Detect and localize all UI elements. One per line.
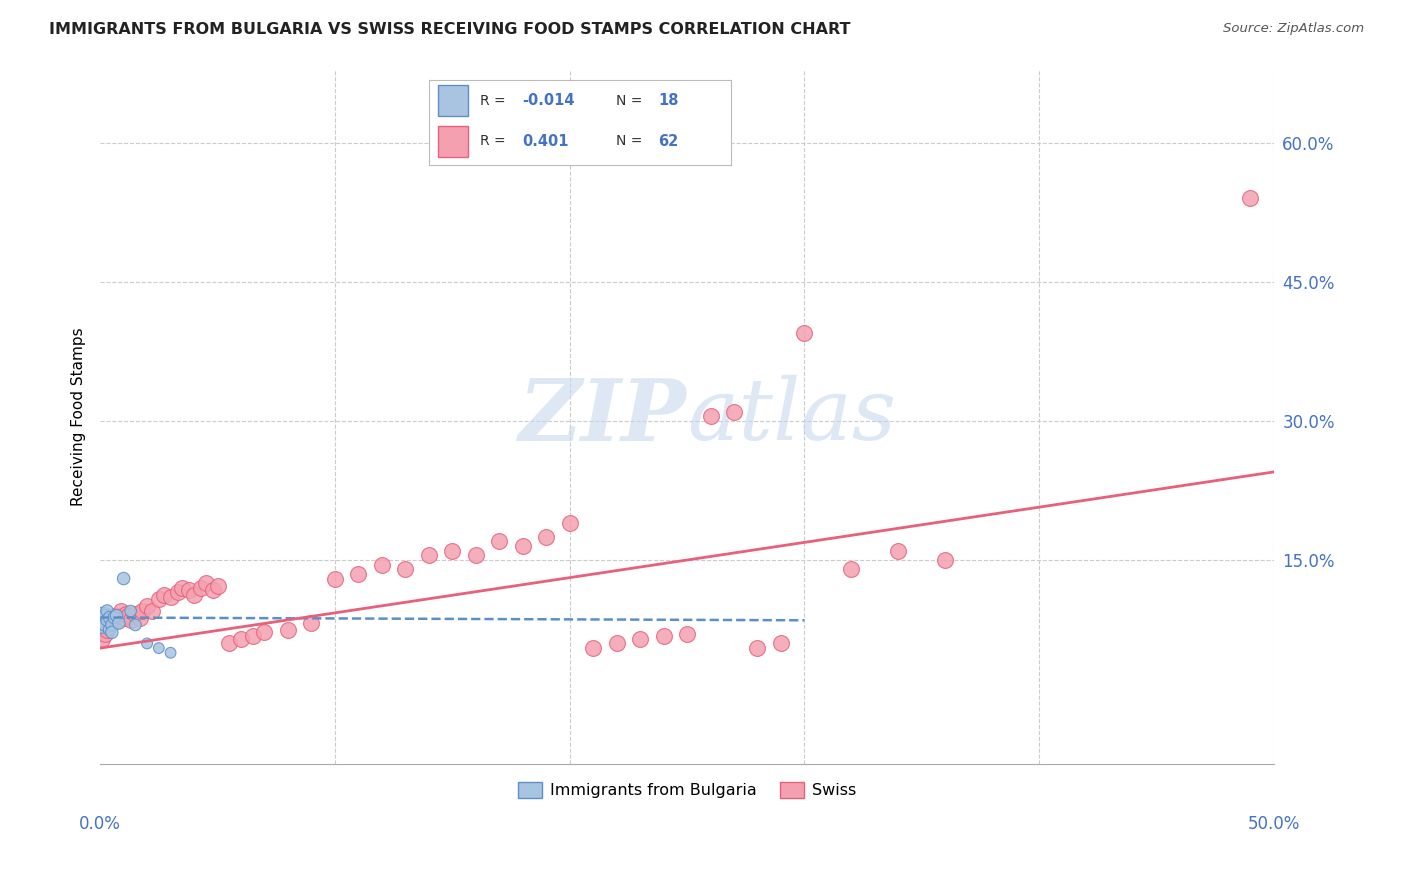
Point	[172, 581, 194, 595]
Point	[129, 610, 152, 624]
Text: 62: 62	[658, 134, 679, 149]
Point	[136, 599, 159, 614]
Point	[159, 590, 181, 604]
Point	[441, 543, 464, 558]
Point	[136, 636, 159, 650]
Point	[887, 543, 910, 558]
Point	[166, 585, 188, 599]
Point	[201, 582, 224, 597]
Point	[98, 623, 121, 637]
Point	[207, 579, 229, 593]
Point	[101, 613, 124, 627]
Point	[229, 632, 252, 646]
Point	[94, 618, 117, 632]
Point	[105, 608, 128, 623]
Point	[841, 562, 863, 576]
Point	[98, 616, 121, 631]
Y-axis label: Receiving Food Stamps: Receiving Food Stamps	[72, 327, 86, 506]
Point	[141, 604, 163, 618]
Point	[117, 608, 139, 623]
Text: R =: R =	[481, 94, 510, 108]
Point	[112, 610, 135, 624]
Text: N =: N =	[616, 94, 647, 108]
Text: 0.0%: 0.0%	[79, 815, 121, 833]
Point	[103, 608, 125, 623]
Point	[96, 613, 118, 627]
Point	[582, 641, 605, 656]
Point	[934, 553, 956, 567]
Point	[699, 409, 721, 424]
Point	[652, 629, 675, 643]
Point	[148, 641, 170, 656]
Point	[179, 582, 201, 597]
Point	[105, 613, 128, 627]
Point	[394, 562, 416, 576]
Point	[512, 539, 534, 553]
Point	[148, 591, 170, 606]
Text: N =: N =	[616, 135, 647, 148]
Point	[124, 618, 146, 632]
Text: 18: 18	[658, 93, 679, 108]
Point	[91, 632, 114, 646]
Point	[101, 610, 124, 624]
Point	[101, 625, 124, 640]
Point	[94, 627, 117, 641]
Point	[96, 618, 118, 632]
Point	[277, 623, 299, 637]
Point	[676, 627, 699, 641]
Point	[108, 608, 131, 623]
Point	[347, 566, 370, 581]
Text: ZIP: ZIP	[519, 375, 688, 458]
Point	[464, 549, 486, 563]
Point	[124, 607, 146, 621]
FancyBboxPatch shape	[437, 126, 468, 157]
Point	[628, 632, 651, 646]
Point	[96, 604, 118, 618]
Text: R =: R =	[481, 135, 515, 148]
Point	[723, 404, 745, 418]
Point	[242, 629, 264, 643]
Point	[769, 636, 792, 650]
Text: 0.401: 0.401	[523, 134, 569, 149]
Point	[91, 613, 114, 627]
Text: -0.014: -0.014	[523, 93, 575, 108]
Point	[793, 326, 815, 340]
Point	[101, 618, 124, 632]
Point	[96, 623, 118, 637]
Text: atlas: atlas	[688, 375, 896, 458]
Point	[112, 572, 135, 586]
Point	[115, 607, 138, 621]
Text: 50.0%: 50.0%	[1247, 815, 1301, 833]
Point	[253, 625, 276, 640]
Point	[418, 549, 440, 563]
Point	[371, 558, 394, 572]
Legend: Immigrants from Bulgaria, Swiss: Immigrants from Bulgaria, Swiss	[512, 775, 863, 805]
Point	[94, 608, 117, 623]
Point	[323, 572, 346, 586]
Point	[108, 616, 131, 631]
Point	[110, 604, 132, 618]
Point	[606, 636, 628, 650]
Point	[98, 610, 121, 624]
Point	[159, 646, 181, 660]
Point	[190, 581, 212, 595]
Text: IMMIGRANTS FROM BULGARIA VS SWISS RECEIVING FOOD STAMPS CORRELATION CHART: IMMIGRANTS FROM BULGARIA VS SWISS RECEIV…	[49, 22, 851, 37]
Point	[488, 534, 510, 549]
Point	[1239, 191, 1261, 205]
Point	[120, 613, 142, 627]
Point	[120, 604, 142, 618]
Point	[534, 530, 557, 544]
Point	[194, 576, 217, 591]
FancyBboxPatch shape	[437, 86, 468, 116]
Point	[103, 610, 125, 624]
Point	[747, 641, 769, 656]
Text: Source: ZipAtlas.com: Source: ZipAtlas.com	[1223, 22, 1364, 36]
Point	[218, 636, 240, 650]
Point	[299, 616, 322, 631]
Point	[183, 588, 205, 602]
Point	[152, 588, 174, 602]
Point	[558, 516, 581, 530]
Point	[131, 604, 153, 618]
